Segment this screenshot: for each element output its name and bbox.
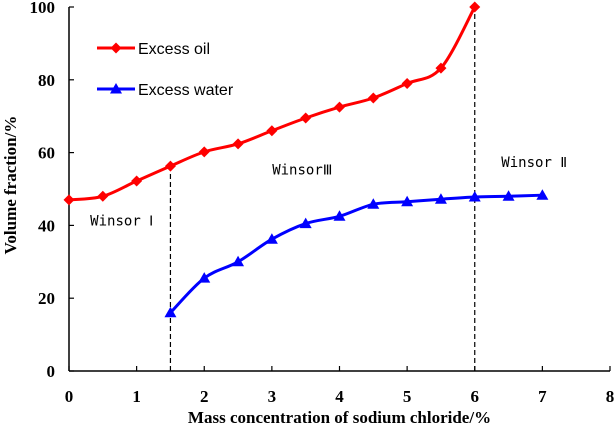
legend-label-excess-oil: Excess oil (138, 41, 210, 58)
x-tick-label: 0 (65, 387, 74, 406)
data-point-excess-water (536, 189, 549, 200)
data-point-excess-water (299, 217, 312, 229)
data-point-excess-water (468, 191, 481, 202)
data-point-excess-oil (367, 92, 379, 104)
data-point-excess-oil (334, 101, 345, 113)
y-axis-title: Volume fraction/% (1, 116, 20, 255)
annotations: Winsor Ⅰ WinsorⅢ Winsor Ⅱ (90, 155, 567, 229)
data-point-excess-water (164, 306, 177, 318)
data-point-excess-water (265, 233, 278, 244)
data-point-excess-oil (198, 146, 210, 158)
data-point-excess-oil (232, 138, 244, 150)
series-markers (63, 1, 549, 318)
y-tick-label: 80 (38, 71, 55, 90)
data-point-excess-water (434, 193, 447, 204)
x-tick-label: 5 (403, 387, 412, 406)
data-point-excess-water (502, 190, 515, 201)
data-point-excess-water (333, 210, 346, 221)
y-tick-label: 100 (30, 0, 56, 17)
y-tick-label: 20 (38, 289, 55, 308)
legend-marker-excess-oil (110, 42, 122, 54)
data-point-excess-water (198, 272, 211, 283)
legend-label-excess-water: Excess water (138, 82, 234, 99)
x-tick-label: 6 (471, 387, 480, 406)
x-tick-label: 8 (606, 387, 615, 406)
data-point-excess-oil (131, 175, 143, 187)
winsor-2-label: Winsor Ⅱ (501, 155, 567, 171)
winsor-3-label: WinsorⅢ (272, 162, 332, 178)
data-point-excess-oil (97, 190, 109, 202)
legend-marker-excess-water (110, 83, 122, 94)
data-point-excess-oil (300, 112, 312, 124)
data-point-excess-oil (164, 160, 176, 172)
data-point-excess-water (232, 255, 245, 267)
y-tick-label: 0 (47, 362, 56, 381)
x-axis-title: Mass concentration of sodium chloride/% (188, 408, 491, 427)
x-tick-label: 4 (335, 387, 344, 406)
data-point-excess-oil (401, 77, 413, 89)
data-point-excess-oil (435, 62, 447, 74)
winsor-1-label: Winsor Ⅰ (90, 213, 153, 229)
y-tick-label: 60 (38, 144, 55, 163)
data-point-excess-water (367, 198, 380, 209)
x-tick-label: 2 (200, 387, 209, 406)
data-point-excess-oil (469, 1, 481, 13)
axes (68, 6, 611, 372)
legend: Excess oil Excess water (97, 41, 234, 99)
x-tick-label: 1 (132, 387, 141, 406)
reference-lines (169, 7, 476, 371)
data-point-excess-water (401, 195, 414, 207)
x-tick-label: 3 (268, 387, 277, 406)
data-point-excess-oil (63, 194, 75, 206)
y-tick-label: 40 (38, 216, 55, 235)
x-tick-label: 7 (538, 387, 547, 406)
data-point-excess-oil (266, 125, 278, 137)
series-line-excess-water (168, 193, 544, 315)
